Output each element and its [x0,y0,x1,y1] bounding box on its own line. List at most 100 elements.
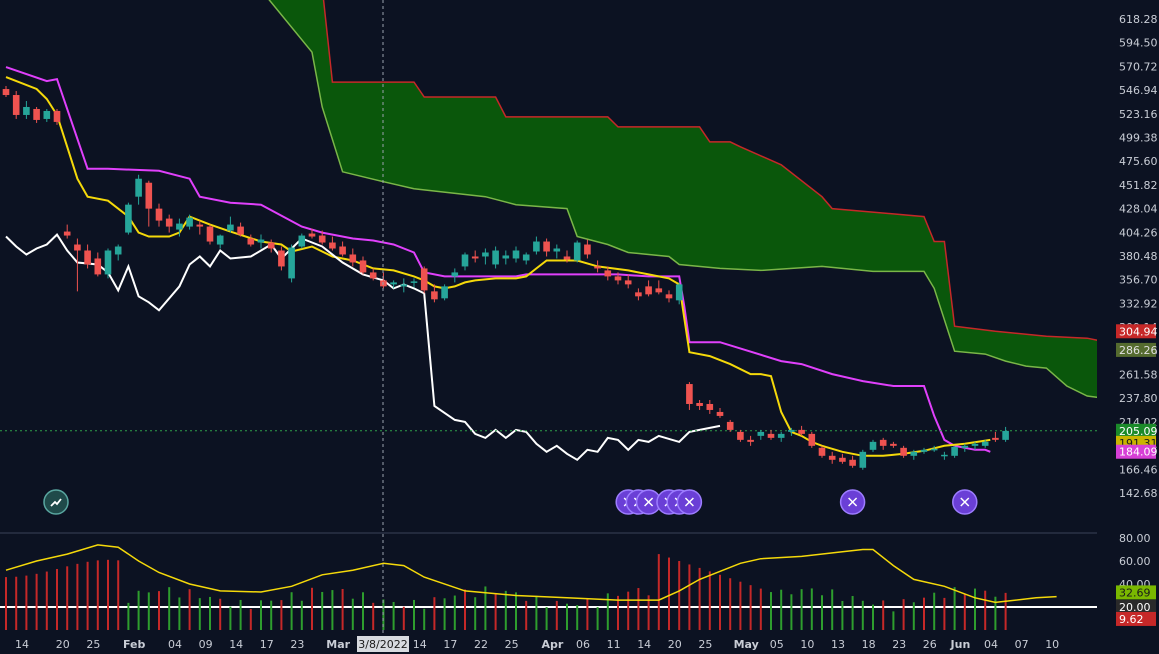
oscillator-bar [770,592,772,630]
oscillator-bar [861,600,864,630]
candle [930,445,938,452]
trend-arrow-icon [50,498,62,507]
candle-body [84,250,91,265]
candle [818,445,826,458]
candle [981,439,989,448]
candle [461,252,469,271]
candle [910,449,918,460]
candle [573,240,581,263]
candle [869,439,877,452]
oscillator-badge [1116,585,1156,600]
oscillator-bar [963,594,966,630]
candle-body [114,246,122,255]
candle-body [747,439,754,442]
candle-body [992,437,999,440]
candle [33,106,40,123]
candle-body [828,455,836,460]
candle-body [512,250,520,259]
candle [420,266,428,294]
candlestick-series [2,86,1009,470]
candle [645,280,652,297]
candle-body [961,445,969,448]
candle [135,174,142,205]
candle [665,290,673,303]
candle [512,246,520,263]
candle-body [431,291,438,300]
oscillator-bar [535,595,538,630]
oscillator-bar [637,588,640,630]
cloud-fill [269,0,1103,399]
event-markers[interactable] [43,489,978,515]
candle [941,451,948,460]
earnings-event-icon[interactable] [839,489,866,515]
candle [1002,426,1009,442]
oscillator-bar [117,560,120,630]
candle-body [869,441,877,450]
candle [431,284,438,303]
candle [165,214,173,233]
earnings-event-icon[interactable] [952,489,978,515]
candle [716,407,724,418]
time-tick-label: 04 [984,638,998,651]
candle [318,230,326,245]
trend-signal-icon[interactable] [43,489,69,515]
candle [278,246,285,271]
candle [604,266,612,281]
oscillator-bar [474,597,477,630]
oscillator-bar [311,587,313,630]
price-tick-label: 404.26 [1119,226,1158,239]
oscillator-bar [86,561,89,630]
time-tick-label: 25 [698,638,712,651]
candle [808,431,816,448]
oscillator-bar [831,589,834,630]
oscillator-bar [35,573,38,630]
candle [104,248,112,279]
oscillator-bar [678,561,681,630]
candle-body [298,235,306,247]
candle-body [318,235,326,243]
candle-body [400,284,408,287]
candle [63,224,71,239]
crosshair-date-badge [357,636,409,652]
candle [2,86,10,98]
oscillator-bar [25,575,28,630]
candle-body [788,429,795,432]
candle-body [737,431,744,440]
oscillator-bar [698,567,701,630]
candle-body [971,443,979,446]
candle-body [910,451,918,456]
candle-body [553,248,561,252]
oscillator-bar [739,581,742,630]
candle-body [533,241,540,252]
candle [777,431,785,442]
candle-body [390,282,397,285]
oscillator-bar [198,598,201,630]
oscillator-bar [902,599,905,630]
candle [196,220,204,235]
oscillator-bar [974,588,976,630]
price-badge-label: 286.26 [1119,344,1158,357]
pill-icon [960,497,970,507]
candle-body [492,250,499,265]
candle-body [53,110,61,122]
candle [553,244,561,259]
price-tick-label: 428.04 [1119,203,1158,216]
candle [635,288,642,301]
oscillator-bar [5,577,7,630]
candle [951,445,958,458]
oscillator-bar [545,607,548,630]
candle-body [543,241,550,252]
price-tick-label: 475.60 [1119,155,1158,168]
candle [247,234,255,247]
candle-body [839,457,846,462]
candle-body [227,224,234,231]
earnings-event-icon[interactable] [676,489,703,515]
candle [43,108,51,122]
chikou-span-line [5,233,721,462]
candle-body [155,208,163,221]
price-tick-label: 332.92 [1119,297,1158,310]
oscillator-bar [351,598,354,630]
oscillator-bar [372,602,375,630]
candle-body [502,255,510,259]
